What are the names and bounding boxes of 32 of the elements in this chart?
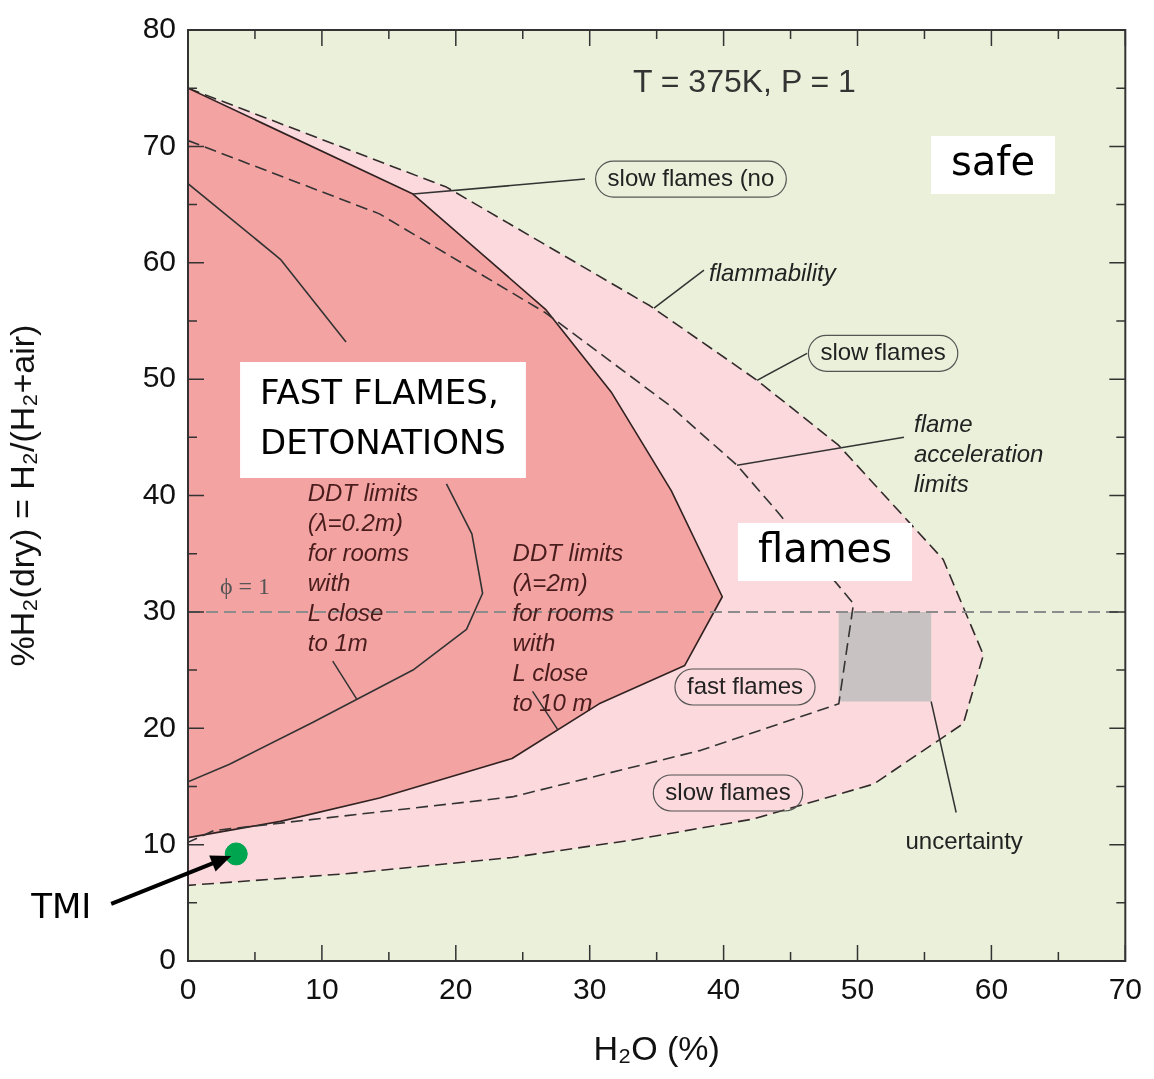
y-tick-label: 40	[142, 476, 176, 510]
y-tick-label: 60	[142, 244, 176, 278]
annotation: flames	[757, 525, 893, 572]
annotation: uncertainty	[905, 827, 1023, 855]
annotation: FAST FLAMES, DETONATIONS	[260, 371, 506, 462]
y-tick-label: 70	[142, 127, 176, 161]
annotation: T = 375K, P = 1	[632, 62, 856, 99]
y-tick-label: 50	[142, 360, 176, 394]
y-tick-label: 20	[142, 709, 176, 743]
x-tick-label: 0	[179, 972, 197, 1006]
annotation: slow flames	[820, 337, 946, 365]
x-tick-label: 50	[840, 972, 875, 1006]
x-tick-label: 30	[573, 972, 607, 1006]
annotation: ϕ = 1	[219, 573, 271, 600]
x-tick-label: 40	[706, 972, 741, 1006]
annotation: flammability	[708, 258, 838, 286]
x-tick-label: 10	[305, 972, 339, 1006]
x-tick-label: 60	[974, 972, 1009, 1006]
annotation: slow flames	[665, 777, 791, 805]
x-tick-label: 20	[439, 972, 473, 1006]
annotation: safe	[950, 138, 1036, 185]
annotation: fast flames	[686, 671, 804, 699]
y-tick-label: 80	[142, 11, 176, 45]
y-tick-label: 10	[142, 825, 176, 859]
x-tick-label: 70	[1108, 972, 1142, 1006]
y-axis-title: %H₂(dry) = H₂/(H₂+air)	[2, 324, 41, 667]
annotation: slow flames (no	[607, 163, 775, 191]
y-tick-label: 0	[159, 942, 176, 976]
annotation: flame acceleration limits	[914, 409, 1044, 497]
x-axis-title: H₂O (%)	[593, 1028, 720, 1067]
text: TMI	[30, 885, 92, 926]
y-tick-label: 30	[142, 593, 176, 627]
